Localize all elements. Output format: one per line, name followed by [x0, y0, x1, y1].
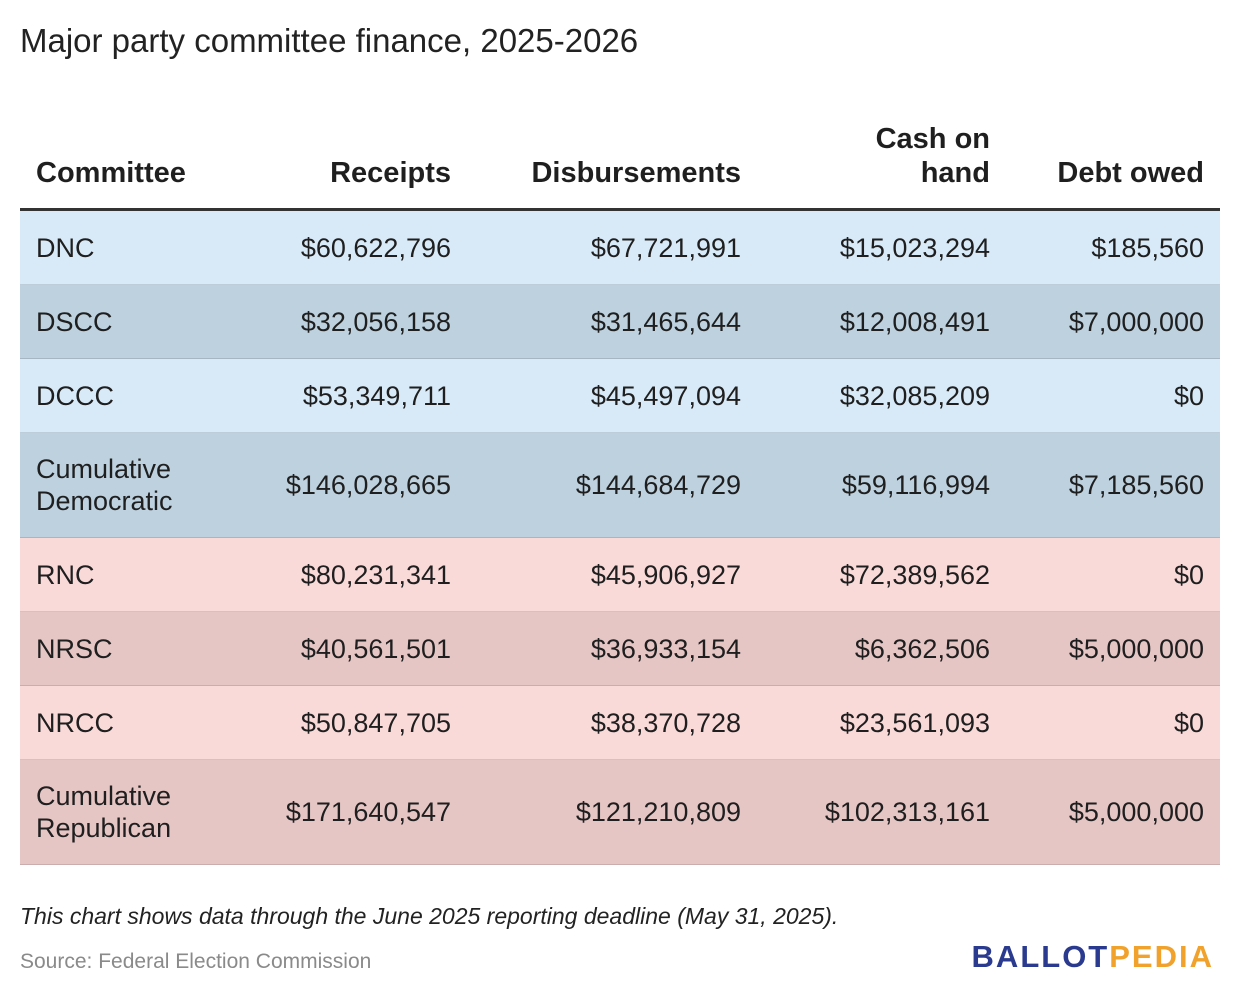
cell-receipts: $50,847,705 [250, 685, 467, 760]
header-cash-on-hand: Cash on hand [875, 123, 990, 189]
footnote: This chart shows data through the June 2… [20, 903, 839, 929]
cell-disbursements: $36,933,154 [467, 611, 757, 686]
cell-debt-owed: $0 [1006, 537, 1220, 612]
cell-receipts: $32,056,158 [250, 284, 467, 359]
cell-debt-owed: $5,000,000 [1006, 759, 1220, 865]
table-row: NRSC $40,561,501 $36,933,154 $6,362,506 $5,0… [20, 611, 1220, 686]
logo-part-pedia: PEDIA [1109, 939, 1214, 974]
cell-committee: Cumulative Republican [36, 781, 172, 843]
table-row: RNC $80,231,341 $45,906,927 $72,389,562 $0 [20, 537, 1220, 612]
cell-cash-on-hand: $23,561,093 [757, 685, 1006, 760]
cell-receipts: $80,231,341 [250, 537, 467, 612]
ballotpedia-logo: BALLOTPEDIA [972, 939, 1214, 975]
cell-debt-owed: $7,185,560 [1006, 432, 1220, 538]
header-disbursements: Disbursements [467, 110, 757, 211]
cell-debt-owed: $0 [1006, 685, 1220, 760]
cell-receipts: $171,640,547 [250, 759, 467, 865]
table-row: DCCC $53,349,711 $45,497,094 $32,085,209 $0 [20, 358, 1220, 433]
cell-debt-owed: $0 [1006, 358, 1220, 433]
cell-cash-on-hand: $59,116,994 [757, 432, 1006, 538]
header-debt-owed: Debt owed [1006, 110, 1220, 211]
cell-cash-on-hand: $72,389,562 [757, 537, 1006, 612]
finance-table: Committee Receipts Disbursements Cash on… [20, 110, 1220, 865]
cell-cash-on-hand: $102,313,161 [757, 759, 1006, 865]
cell-disbursements: $121,210,809 [467, 759, 757, 865]
chart-title: Major party committee finance, 2025-2026 [20, 22, 639, 59]
header-committee: Committee [20, 110, 250, 211]
source-note: Source: Federal Election Commission [20, 950, 372, 973]
header-row: Committee Receipts Disbursements Cash on… [20, 110, 1220, 211]
cell-disbursements: $144,684,729 [467, 432, 757, 538]
cell-disbursements: $38,370,728 [467, 685, 757, 760]
cell-committee: RNC [36, 559, 95, 590]
cell-committee: NRSC [36, 633, 113, 664]
cell-cash-on-hand: $6,362,506 [757, 611, 1006, 686]
cell-receipts: $60,622,796 [250, 209, 467, 285]
table-row: NRCC $50,847,705 $38,370,728 $23,561,093 $0 [20, 685, 1220, 760]
cell-committee: NRCC [36, 707, 114, 738]
table-row: Cumulative Democratic $146,028,665 $144,68… [20, 432, 1220, 538]
cell-receipts: $40,561,501 [250, 611, 467, 686]
table-row: DSCC $32,056,158 $31,465,644 $12,008,491 $7,… [20, 284, 1220, 359]
cell-debt-owed: $5,000,000 [1006, 611, 1220, 686]
header-receipts: Receipts [250, 110, 467, 211]
cell-cash-on-hand: $15,023,294 [757, 209, 1006, 285]
logo-part-ballot: BALLOT [971, 939, 1110, 974]
table-row: Cumulative Republican $171,640,547 $121,21… [20, 759, 1220, 865]
cell-committee: DCCC [36, 380, 114, 411]
cell-committee: DNC [36, 232, 95, 263]
table-row: DNC $60,622,796 $67,721,991 $15,023,294 $185… [20, 209, 1220, 285]
cell-receipts: $53,349,711 [250, 358, 467, 433]
cell-receipts: $146,028,665 [250, 432, 467, 538]
cell-cash-on-hand: $12,008,491 [757, 284, 1006, 359]
cell-disbursements: $31,465,644 [467, 284, 757, 359]
cell-committee: DSCC [36, 306, 113, 337]
cell-cash-on-hand: $32,085,209 [757, 358, 1006, 433]
cell-debt-owed: $185,560 [1006, 209, 1220, 285]
cell-committee: Cumulative Democratic [36, 454, 173, 516]
table-body: DNC $60,622,796 $67,721,991 $15,023,294 $185… [20, 209, 1220, 865]
cell-disbursements: $67,721,991 [467, 209, 757, 285]
cell-debt-owed: $7,000,000 [1006, 284, 1220, 359]
cell-disbursements: $45,497,094 [467, 358, 757, 433]
cell-disbursements: $45,906,927 [467, 537, 757, 612]
